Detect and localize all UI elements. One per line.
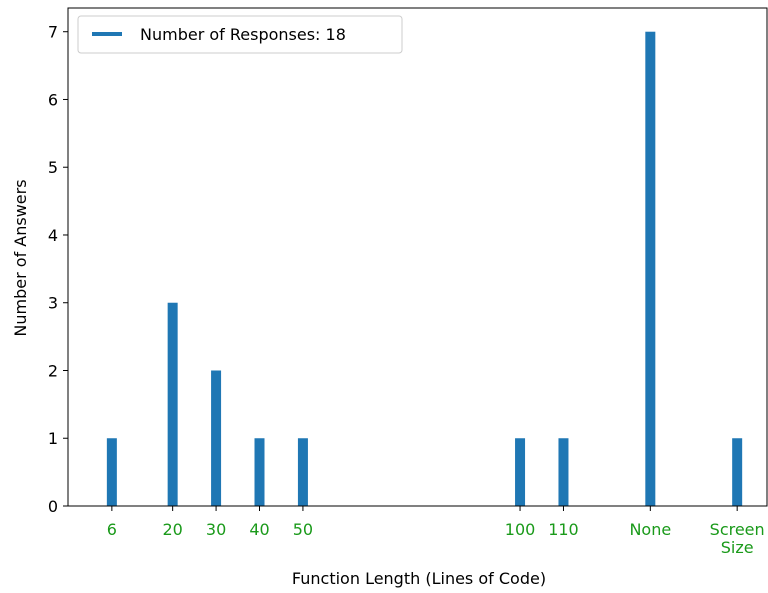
bar-110 <box>558 438 569 506</box>
y-tick-label: 5 <box>48 158 58 177</box>
x-tick-label: 50 <box>293 520 313 539</box>
x-tick-label: 30 <box>206 520 226 539</box>
y-tick-label: 4 <box>48 226 58 245</box>
x-tick-label: Size <box>721 538 754 557</box>
y-tick-label: 7 <box>48 23 58 42</box>
y-axis-label: Number of Answers <box>11 179 30 336</box>
bar-40 <box>254 438 265 506</box>
y-tick-label: 6 <box>48 90 58 109</box>
bar-30 <box>211 370 222 506</box>
bar-100 <box>515 438 526 506</box>
y-tick-label: 2 <box>48 361 58 380</box>
bar-screen-size <box>732 438 743 506</box>
x-axis-label: Function Length (Lines of Code) <box>292 569 546 588</box>
x-tick-label: Screen <box>710 520 765 539</box>
bar-20 <box>167 302 178 506</box>
x-tick-label: 20 <box>162 520 182 539</box>
x-tick-label: 100 <box>505 520 536 539</box>
legend-label: Number of Responses: 18 <box>140 25 346 44</box>
bar-6 <box>106 438 117 506</box>
bars-group <box>106 31 743 506</box>
x-tick-label: None <box>629 520 671 539</box>
legend: Number of Responses: 18 <box>77 15 403 54</box>
y-tick-label: 0 <box>48 497 58 516</box>
x-tick-label: 110 <box>548 520 579 539</box>
x-tick-label: 40 <box>249 520 269 539</box>
y-axis: 0 1 2 3 4 5 6 7 <box>48 23 68 516</box>
plot-frame <box>67 7 768 507</box>
bar-none <box>645 31 656 506</box>
y-tick-label: 1 <box>48 429 58 448</box>
y-tick-label: 3 <box>48 294 58 313</box>
x-tick-label: 6 <box>107 520 117 539</box>
bar-50 <box>297 438 308 506</box>
legend-box <box>77 15 403 54</box>
